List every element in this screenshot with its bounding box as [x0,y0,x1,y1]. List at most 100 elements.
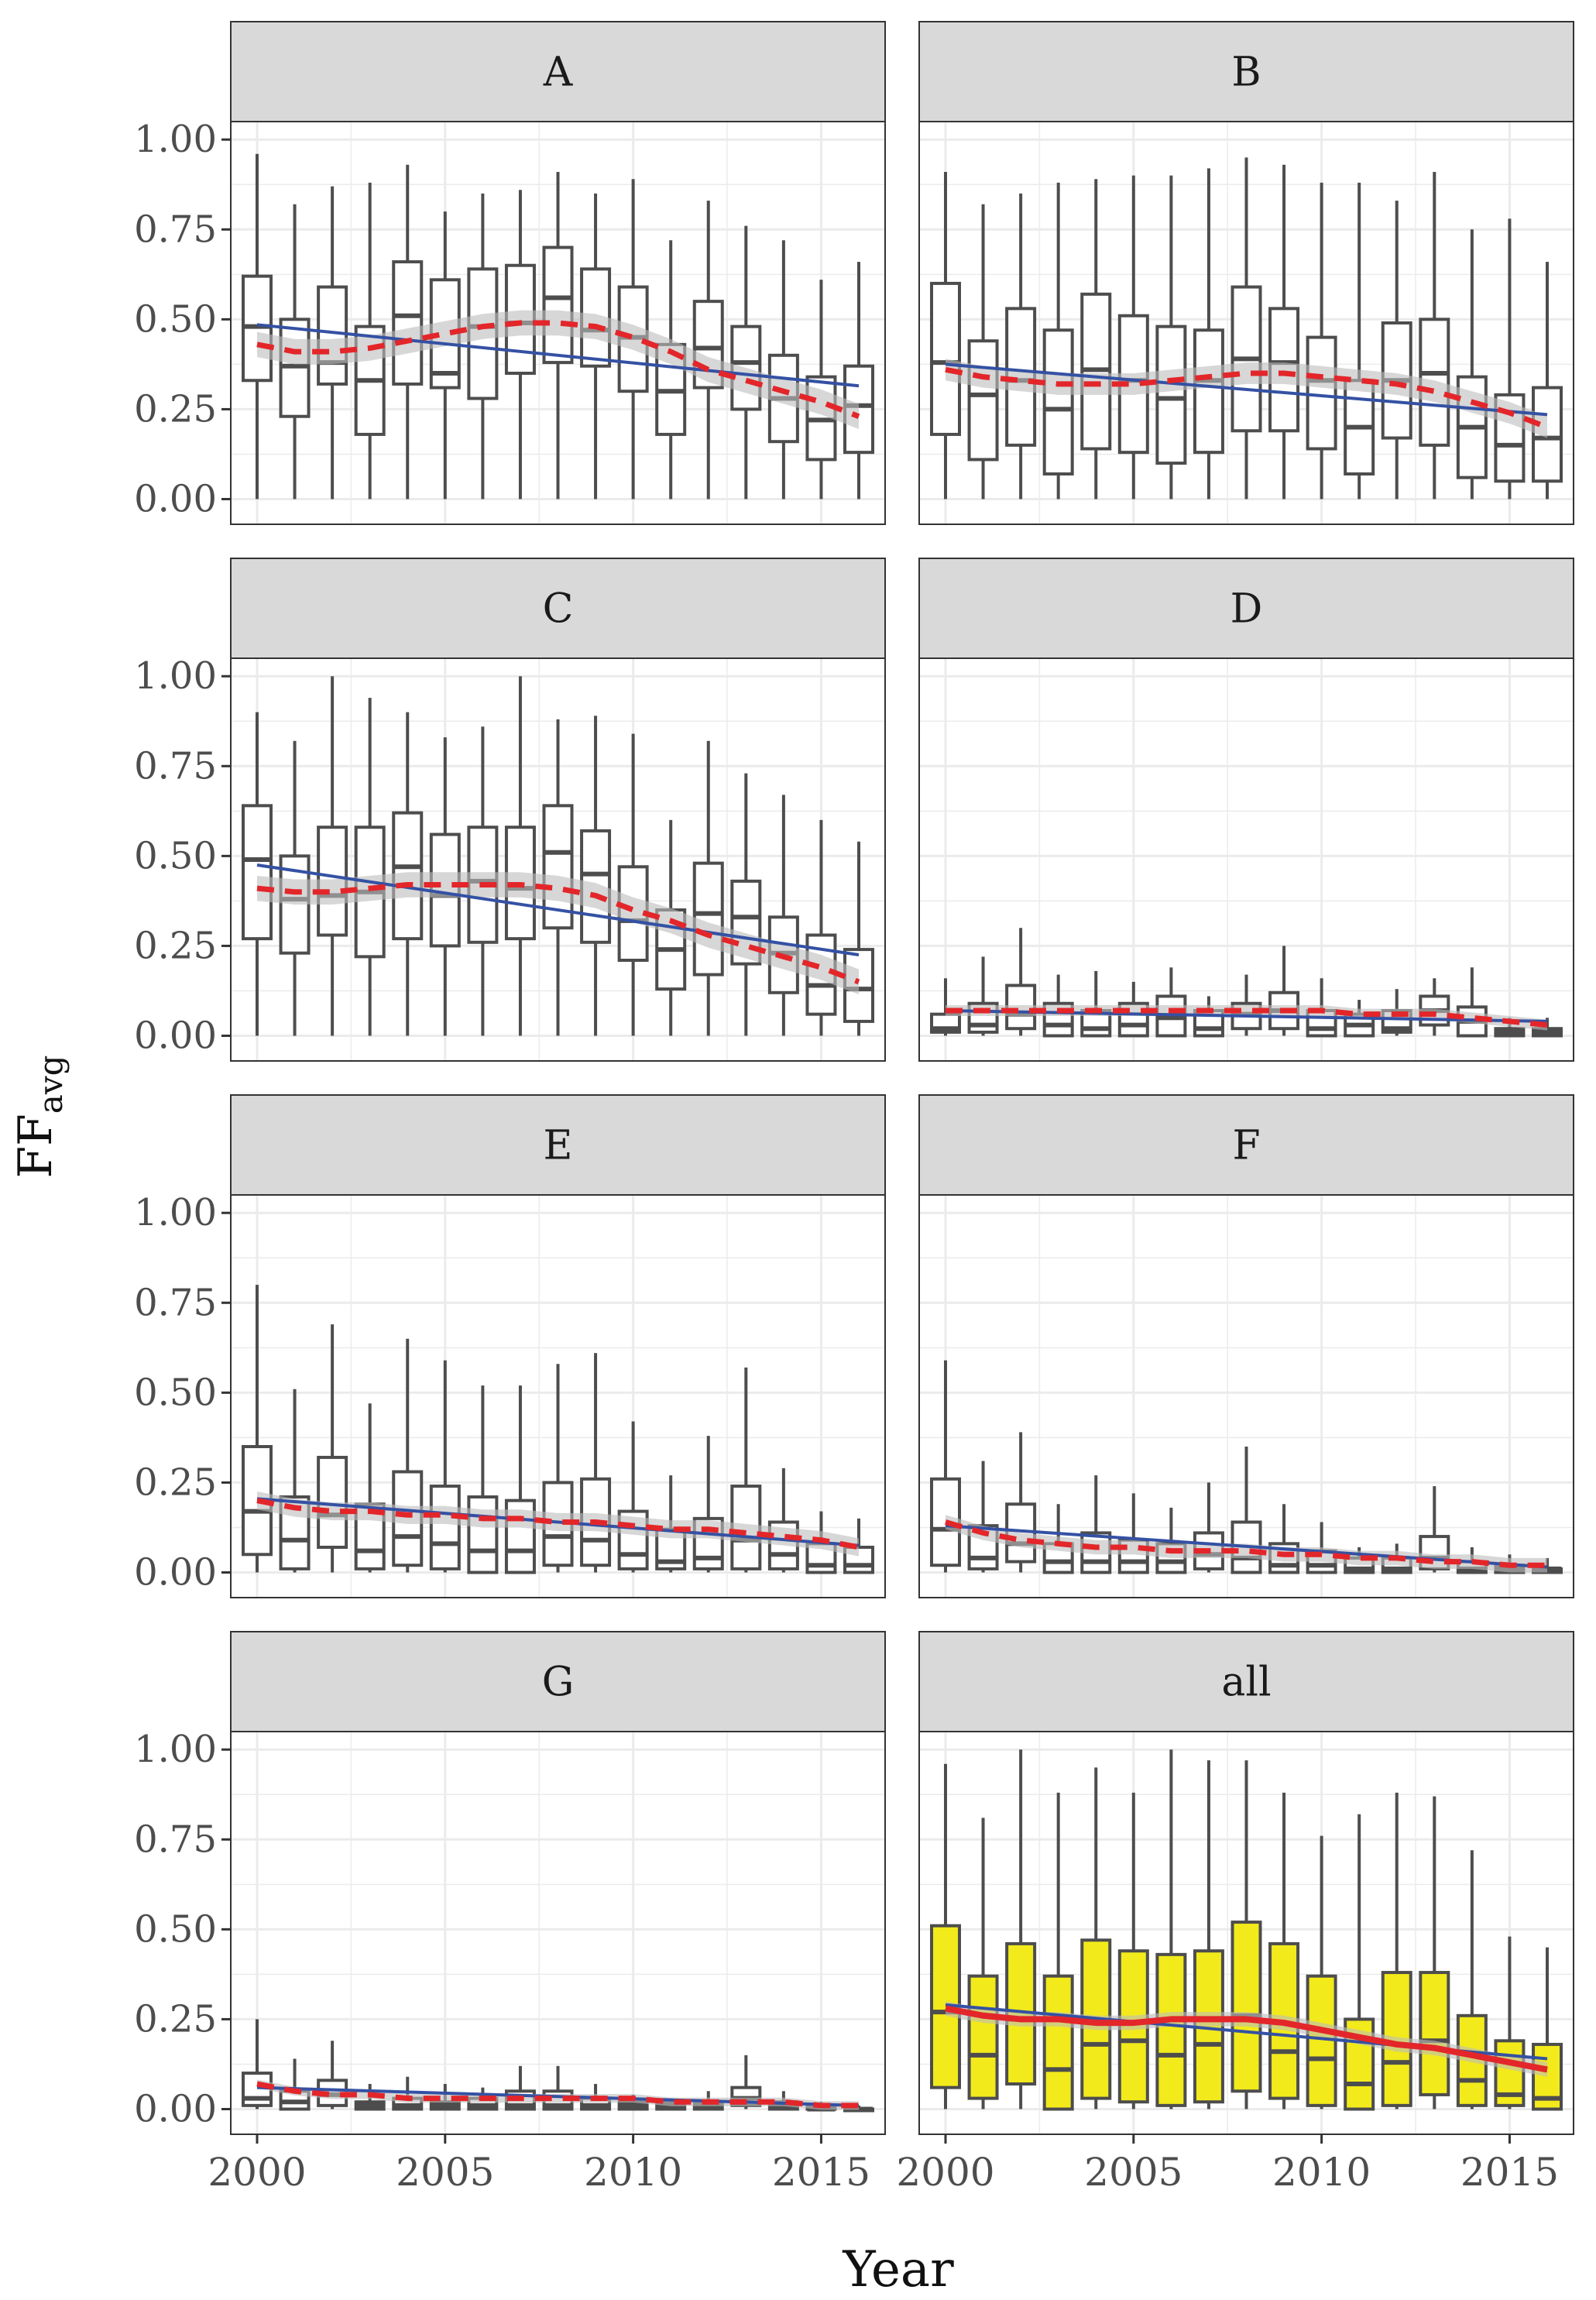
x-axis-title: Year [842,2241,954,2298]
x-axis: 2000 2005 2010 2015 [896,2134,1559,2195]
smooth-fit-line [256,320,860,419]
facet-strip-g [230,1631,886,1732]
y-tick-label: 1.00 [134,1728,217,1771]
panel-border [918,1731,1574,2135]
facet-label-a: A [543,50,574,96]
facet-strip-f [918,1094,1574,1196]
facet-strip-all [918,1631,1574,1732]
box-2001 [967,1818,999,2109]
panel-f: F [918,1094,1574,1598]
panel-e: E 0.00 0.25 0.50 0.75 1.00 [134,1094,886,1598]
box-2003 [1042,182,1074,499]
box-iqr [967,1974,999,2100]
box-2009 [580,1353,612,1573]
y-axis-title: FFavg [9,1056,70,1179]
y-tick-label: 0.25 [134,1997,217,2041]
box-2003 [1042,1792,1074,2111]
panel-border [230,121,886,525]
y-tick-label: 1.00 [134,1191,217,1234]
smooth-confidence-band [945,359,1548,438]
linear-fit-line [256,323,860,388]
y-tick-label: 0.25 [134,924,217,967]
smooth-confidence-band [256,872,860,995]
panel-c: C 0.00 0.25 0.50 0.75 1.00 [134,558,886,1062]
y-tick-label: 1.00 [134,654,217,698]
box-2007 [1193,168,1224,499]
smooth-fit-line [945,2005,1548,2073]
box-2015 [1494,1936,1526,2109]
box-2012 [692,740,724,1036]
panel-border [230,1731,886,2135]
box-2004 [1080,179,1112,499]
smooth-fit-line [945,1519,1548,1568]
x-tick-label: 2015 [1460,2150,1559,2195]
y-tick-label: 0.75 [134,1281,217,1324]
box-iqr [1155,1952,1187,2107]
box-iqr [1193,328,1224,455]
y-tick-label: 0.50 [134,297,217,341]
boxplots [241,153,875,499]
x-tick-label: 2010 [584,2150,682,2195]
svg-text:FFavg: FFavg [9,1056,70,1179]
x-tick-label: 2010 [1272,2150,1371,2195]
box-2006 [1155,1749,1187,2109]
linear-fit-line [256,863,860,957]
box-iqr [929,281,961,436]
y-tick-label: 0.50 [134,834,217,877]
panels-layer: A 0.00 0.25 0.50 0.75 1.00 B C 0.00 0.25 0.50 0.75 1… [134,21,1574,2195]
facet-label-all: all [1221,1660,1271,1706]
panel-a: A 0.00 0.25 0.50 0.75 1.00 [134,21,886,525]
linear-fit-line [945,362,1548,417]
y-tick-label: 0.75 [134,1818,217,1861]
box-2006 [1155,175,1187,499]
facet-strip-b [918,21,1574,122]
panel-border [230,657,886,1062]
panel-g: G 0.00 0.25 0.50 0.75 1.00 2000 2005 2010 2015 [134,1631,886,2195]
y-tick-label: 0.25 [134,1461,217,1504]
panel-border [918,121,1574,525]
box-iqr [542,245,574,365]
box-iqr [542,804,574,930]
box-iqr [1155,324,1187,465]
box-2013 [1419,1796,1450,2109]
box-iqr [317,285,348,386]
x-tick-label: 2005 [396,2150,494,2195]
box-iqr [467,1495,499,1574]
smooth-fit-line [256,1498,860,1550]
smooth-fit-line [256,882,860,985]
y-tick-label: 0.50 [134,1907,217,1951]
linear-fit-line [256,1497,860,1547]
smooth-fit-line [256,2081,860,2109]
smooth-fit-line [945,366,1549,430]
box-iqr [1230,1921,1262,2093]
box-2008 [1230,157,1262,499]
y-tick-label: 0.50 [134,1371,217,1414]
x-axis: 2000 2005 2010 2015 [208,2134,870,2195]
smooth-fit-line [945,1008,1548,1028]
box-2015 [805,1511,837,1574]
box-2004 [392,164,424,499]
facet-strip-a [230,21,886,122]
box-iqr [1419,1971,1450,2096]
box-iqr [429,1485,461,1571]
box-iqr [967,339,999,462]
facet-label-e: E [544,1123,573,1169]
panel-border [918,657,1574,1062]
panel-border [918,1194,1574,1598]
y-tick-label: 0.75 [134,744,217,788]
y-tick-label: 1.00 [134,118,217,161]
facet-strip-e [230,1094,886,1196]
facet-label-f: F [1232,1123,1260,1169]
x-tick-label: 2000 [896,2150,994,2195]
facet-strip-d [918,558,1574,659]
facet-label-c: C [543,586,574,633]
box-iqr [1306,335,1337,451]
box-iqr [692,861,724,977]
facet-label-b: B [1231,50,1261,96]
facet-label-g: G [542,1660,575,1706]
facet-label-d: D [1230,586,1263,633]
x-tick-label: 2005 [1084,2150,1182,2195]
box-2001 [967,204,999,499]
y-tick-label: 0.00 [134,1551,217,1595]
y-tick-label: 0.75 [134,208,217,251]
